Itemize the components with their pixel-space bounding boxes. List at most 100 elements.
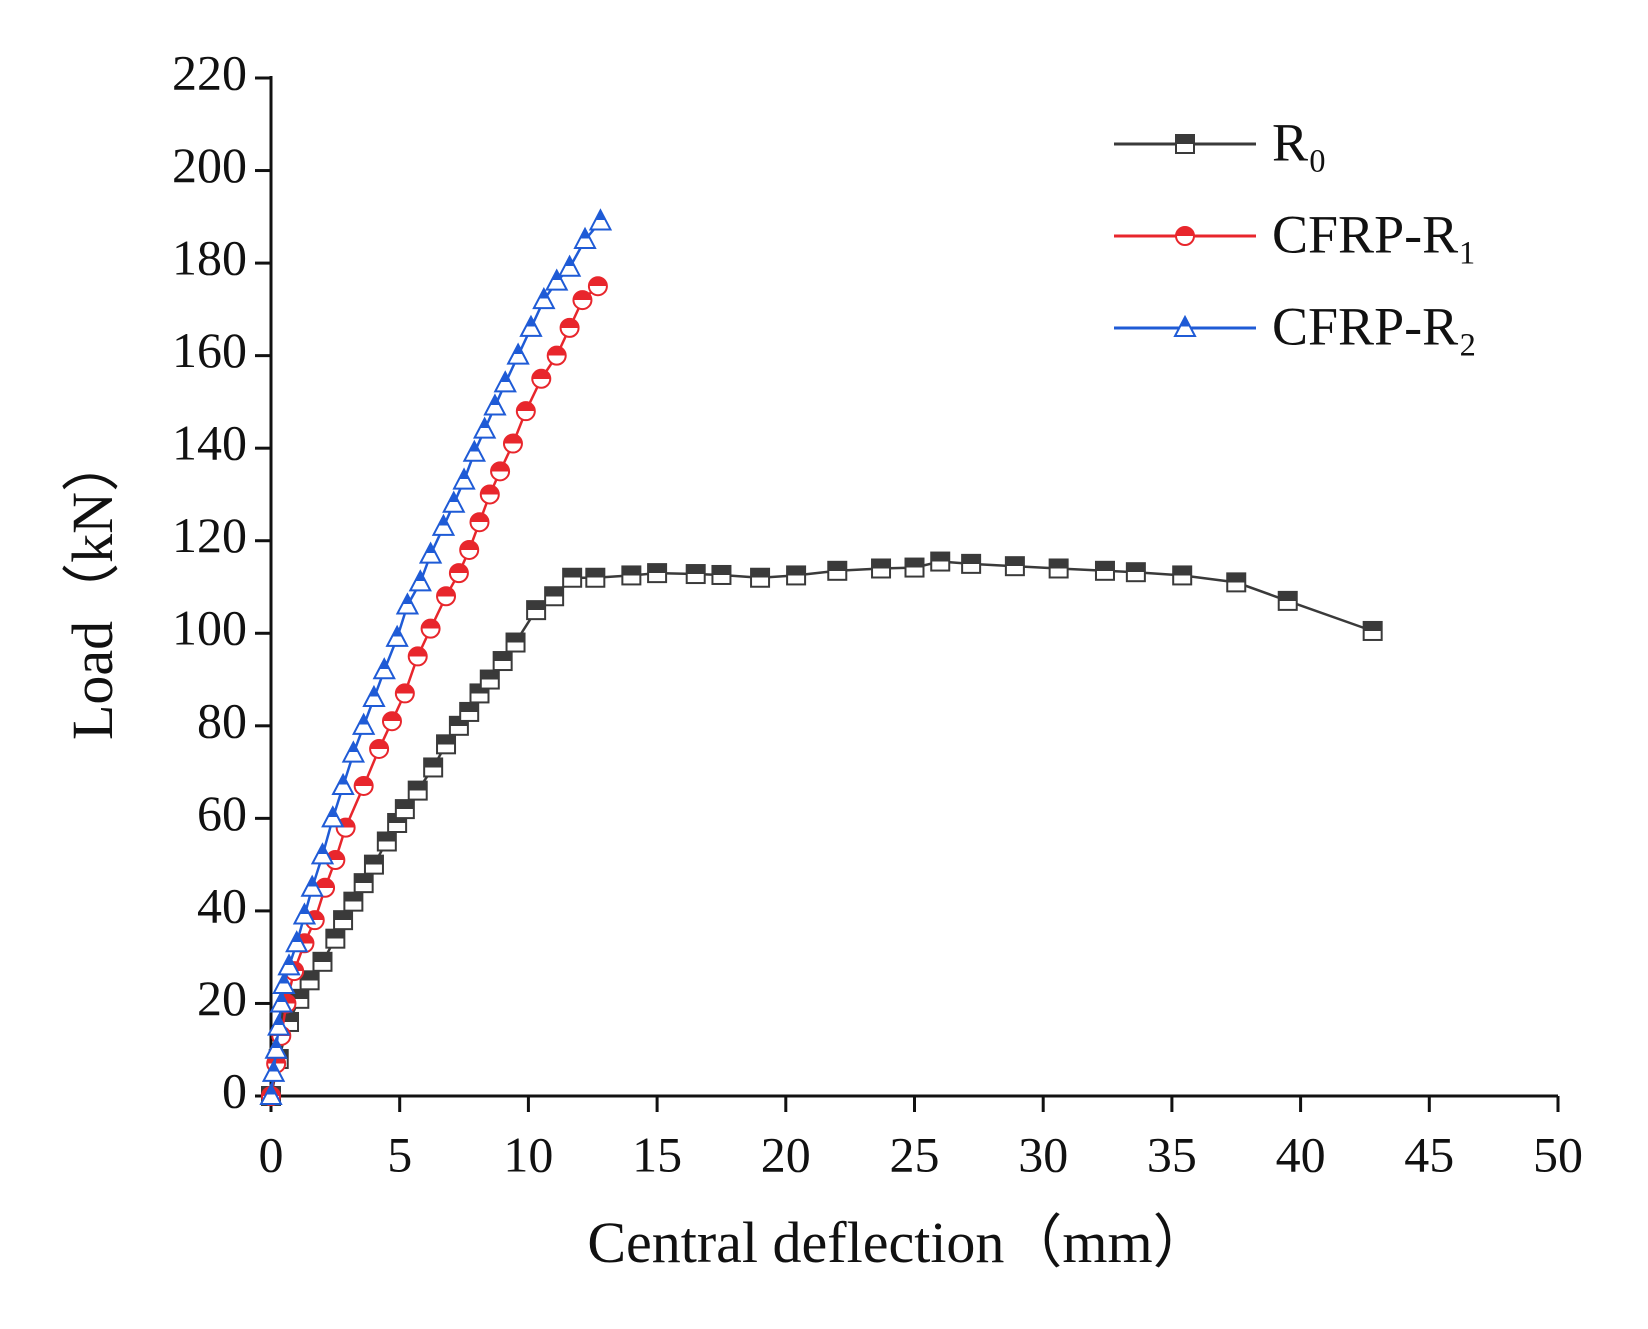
y-tick-label: 180 xyxy=(172,230,247,286)
marker xyxy=(479,669,500,690)
marker xyxy=(333,910,354,931)
marker xyxy=(272,971,296,994)
marker xyxy=(1004,556,1025,577)
marker xyxy=(352,712,376,735)
marker xyxy=(420,618,441,639)
marker xyxy=(300,874,324,897)
legend-marker xyxy=(1173,314,1197,337)
marker xyxy=(353,873,374,894)
marker xyxy=(369,738,390,759)
y-tick-label: 60 xyxy=(197,785,247,841)
y-tick-label: 20 xyxy=(197,970,247,1026)
y-tick-label: 160 xyxy=(172,322,247,378)
marker xyxy=(452,467,476,490)
y-tick-label: 0 xyxy=(222,1062,247,1118)
marker xyxy=(264,1036,288,1059)
legend-marker xyxy=(1175,226,1195,246)
marker xyxy=(459,539,480,560)
x-tick-label: 40 xyxy=(1276,1126,1326,1182)
marker xyxy=(573,226,597,249)
marker xyxy=(505,632,526,653)
legend-marker xyxy=(1175,134,1195,154)
marker xyxy=(363,854,384,875)
marker xyxy=(431,513,456,536)
marker xyxy=(469,512,490,533)
x-tick-label: 25 xyxy=(890,1126,940,1182)
y-tick-label: 40 xyxy=(197,877,247,933)
marker xyxy=(321,805,345,828)
marker xyxy=(436,734,457,755)
series-line xyxy=(269,285,599,1097)
y-tick-label: 220 xyxy=(172,44,247,100)
marker xyxy=(395,592,420,615)
series-line xyxy=(269,560,1374,1097)
marker xyxy=(506,342,530,365)
marker xyxy=(1172,565,1193,586)
marker xyxy=(407,646,428,667)
marker xyxy=(871,558,892,579)
legend-label: R₀ xyxy=(1272,112,1327,172)
marker xyxy=(292,902,317,925)
x-tick-label: 20 xyxy=(761,1126,811,1182)
marker xyxy=(711,564,732,585)
marker xyxy=(462,439,487,462)
marker xyxy=(259,1082,283,1105)
marker xyxy=(376,831,397,852)
marker xyxy=(587,276,608,297)
marker xyxy=(285,930,309,953)
marker xyxy=(490,461,511,482)
marker xyxy=(343,891,364,912)
marker xyxy=(1277,590,1298,611)
marker xyxy=(269,990,293,1013)
marker xyxy=(585,567,606,588)
marker xyxy=(325,928,346,949)
x-tick-label: 35 xyxy=(1147,1126,1197,1182)
y-tick-label: 140 xyxy=(172,415,247,471)
marker xyxy=(459,701,480,722)
marker xyxy=(479,484,500,505)
marker xyxy=(647,563,668,584)
marker xyxy=(436,586,457,607)
marker xyxy=(353,775,374,796)
marker xyxy=(532,286,556,310)
x-tick-label: 15 xyxy=(632,1126,682,1182)
x-tick-label: 10 xyxy=(503,1126,553,1182)
marker xyxy=(904,557,925,578)
marker xyxy=(299,970,320,991)
marker xyxy=(546,345,567,366)
y-tick-label: 80 xyxy=(197,692,247,748)
marker xyxy=(544,586,565,607)
marker xyxy=(562,567,583,588)
marker xyxy=(277,953,301,976)
marker xyxy=(531,368,552,389)
x-tick-label: 50 xyxy=(1533,1126,1583,1182)
marker xyxy=(588,208,613,231)
marker xyxy=(492,651,513,672)
x-tick-label: 0 xyxy=(259,1126,284,1182)
marker xyxy=(786,565,807,586)
marker xyxy=(1362,620,1383,641)
marker xyxy=(331,772,355,795)
y-axis-title: Load（kN） xyxy=(60,434,125,740)
marker xyxy=(267,1013,291,1036)
marker xyxy=(545,268,569,291)
marker xyxy=(502,433,523,454)
legend-label: CFRP-R₂ xyxy=(1272,296,1477,356)
marker xyxy=(394,799,415,820)
marker xyxy=(1048,558,1069,579)
marker xyxy=(827,560,848,581)
marker xyxy=(394,683,415,704)
marker xyxy=(1094,560,1115,581)
marker xyxy=(750,567,771,588)
marker xyxy=(483,393,507,416)
marker xyxy=(418,541,443,564)
marker xyxy=(559,317,580,338)
marker xyxy=(261,1059,286,1082)
marker xyxy=(526,600,547,621)
marker xyxy=(442,490,466,513)
marker xyxy=(519,314,543,337)
y-tick-label: 100 xyxy=(172,600,247,656)
marker xyxy=(385,624,409,647)
marker xyxy=(381,711,402,732)
